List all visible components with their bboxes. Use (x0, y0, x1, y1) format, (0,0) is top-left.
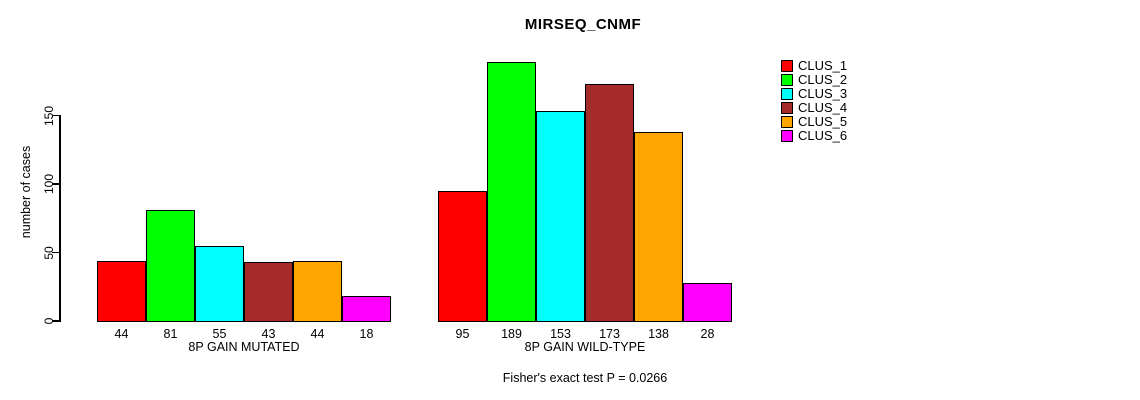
legend-item-clus_1: CLUS_1 (781, 58, 848, 73)
legend-item-clus_2: CLUS_2 (781, 72, 848, 87)
bar-clus_4-group1 (244, 262, 293, 323)
fisher-test-annotation: Fisher's exact test P = 0.0266 (502, 371, 668, 385)
bar-clus_1-group2 (438, 190, 487, 323)
legend-swatch-icon (781, 88, 793, 100)
bar-value-label: 55 (212, 327, 227, 341)
legend-item-clus_6: CLUS_6 (781, 128, 848, 143)
group-label-2: 8P GAIN WILD-TYPE (524, 340, 646, 354)
legend-item-clus_5: CLUS_5 (781, 114, 848, 129)
y-axis-line (59, 115, 61, 322)
legend-swatch-icon (781, 116, 793, 128)
bar-clus_2-group1 (146, 210, 195, 323)
legend-swatch-icon (781, 102, 793, 114)
legend-label: CLUS_6 (798, 128, 848, 143)
bar-clus_3-group1 (195, 245, 244, 323)
bar-value-label: 138 (648, 327, 669, 341)
legend-label: CLUS_1 (798, 58, 848, 73)
bar-clus_5-group2 (634, 131, 683, 323)
bar-value-label: 44 (114, 327, 129, 341)
y-tick-label-0: 0 (42, 317, 56, 325)
legend-swatch-icon (781, 130, 793, 142)
legend-label: CLUS_5 (798, 114, 848, 129)
y-tick-label-100: 100 (42, 173, 56, 195)
bar-value-label: 18 (359, 327, 374, 341)
bar-clus_6-group1 (342, 296, 391, 323)
legend-swatch-icon (781, 74, 793, 86)
bar-clus_3-group2 (536, 111, 585, 323)
bar-clus_2-group2 (487, 62, 536, 323)
bar-value-label: 28 (700, 327, 715, 341)
bar-value-label: 173 (599, 327, 620, 341)
bar-value-label: 153 (550, 327, 571, 341)
legend-label: CLUS_3 (798, 86, 848, 101)
bar-value-label: 189 (501, 327, 522, 341)
bar-value-label: 81 (163, 327, 178, 341)
y-axis-label: number of cases (19, 145, 33, 239)
y-tick-label-150: 150 (42, 105, 56, 126)
bar-clus_4-group2 (585, 83, 634, 323)
bar-clus_5-group1 (293, 260, 342, 323)
chart-title: MIRSEQ_CNMF (524, 16, 642, 33)
bar-value-label: 44 (310, 327, 325, 341)
y-tick-label-50: 50 (42, 245, 56, 260)
legend-item-clus_4: CLUS_4 (781, 100, 848, 115)
legend-swatch-icon (781, 60, 793, 72)
y-tick-100 (52, 183, 59, 185)
bar-clus_6-group2 (683, 282, 732, 323)
legend-label: CLUS_2 (798, 72, 848, 87)
y-tick-150 (52, 114, 59, 117)
group-label-1: 8P GAIN MUTATED (188, 340, 300, 354)
y-tick-50 (52, 251, 59, 254)
bar-value-label: 43 (261, 327, 276, 341)
bar-clus_1-group1 (97, 260, 146, 323)
legend-label: CLUS_4 (798, 100, 848, 115)
y-tick-0 (52, 320, 59, 322)
bar-value-label: 95 (455, 327, 470, 341)
legend-item-clus_3: CLUS_3 (781, 86, 848, 101)
